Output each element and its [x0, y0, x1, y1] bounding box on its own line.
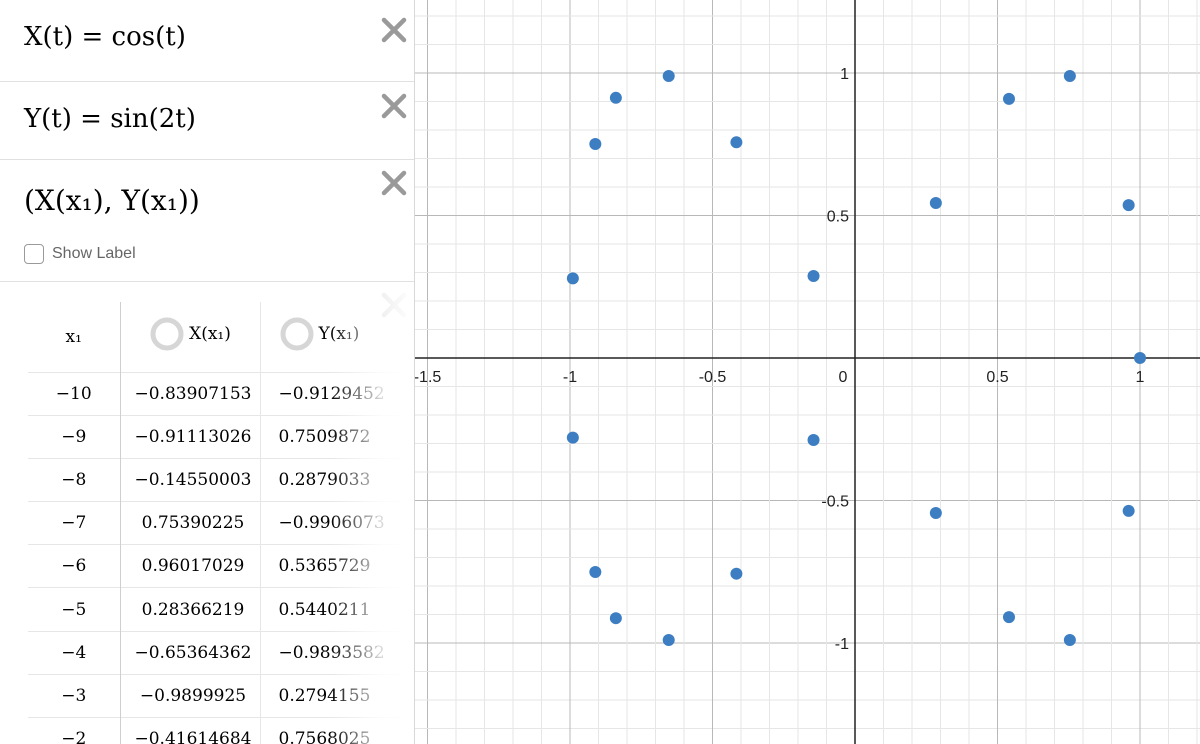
column-header-X-label: X(x₁): [189, 324, 231, 345]
cell-Y: 0.5440211: [260, 587, 400, 632]
table-row: −3 −0.9899925 0.2794155: [28, 673, 400, 718]
delete-expression-x-button[interactable]: [381, 17, 407, 43]
expression-list: X(t) = cos(t) Y(t) = sin(2t) (X(x₁), Y(x…: [0, 0, 415, 744]
close-icon: [381, 170, 407, 196]
close-icon: [381, 17, 407, 43]
plot-point: [662, 70, 675, 83]
plot-point: [566, 272, 579, 285]
table-row: −4 −0.65364362 −0.9893582: [28, 630, 400, 675]
column-header-Y-label: Y(x₁): [318, 324, 360, 345]
show-label-checkbox[interactable]: [24, 244, 44, 264]
cell-x1[interactable]: −3: [28, 673, 120, 718]
table-row: −7 0.75390225 −0.9906073: [28, 501, 400, 545]
plot-point: [1134, 352, 1146, 364]
plot-point: [807, 269, 820, 282]
x-tick-label: 1: [1136, 369, 1145, 386]
expression-x[interactable]: X(t) = cos(t): [0, 0, 414, 82]
cell-X: 0.96017029: [119, 544, 261, 588]
cell-X: 0.28366219: [119, 587, 261, 632]
table-expression[interactable]: x₁ X(x₁) Y(x₁) −10 −0.839: [0, 282, 414, 744]
expression-y-math[interactable]: Y(t) = sin(2t): [24, 104, 196, 134]
table-row: −6 0.96017029 0.5365729: [28, 544, 400, 588]
expression-point[interactable]: (X(x₁), Y(x₁)): [0, 160, 414, 282]
expression-point-math[interactable]: (X(x₁), Y(x₁)): [24, 184, 200, 217]
delete-expression-point-button[interactable]: [381, 170, 407, 196]
plot-point: [929, 507, 942, 520]
column-header-Y[interactable]: Y(x₁): [260, 302, 400, 372]
cell-X: −0.41614684: [119, 716, 261, 744]
expression-y[interactable]: Y(t) = sin(2t): [0, 82, 414, 160]
cell-X: −0.9899925: [119, 673, 261, 718]
cell-X: −0.91113026: [119, 414, 261, 459]
column-header-x1[interactable]: x₁: [28, 302, 120, 372]
cell-x1[interactable]: −8: [28, 457, 120, 502]
cell-Y: 0.7509872: [260, 414, 400, 459]
cell-X: −0.65364362: [119, 630, 261, 675]
plot-point: [1063, 70, 1076, 83]
plot-point: [589, 566, 602, 579]
cell-Y: −0.9906073: [260, 501, 400, 545]
cell-x1[interactable]: −9: [28, 414, 120, 459]
plot-point: [662, 633, 675, 646]
table-row: −5 0.28366219 0.5440211: [28, 587, 400, 632]
cell-x1[interactable]: −4: [28, 630, 120, 675]
y-tick-label: 1: [840, 66, 849, 83]
table-row: −8 −0.14550003 0.2879033: [28, 457, 400, 502]
y-tick-label: -0.5: [821, 494, 849, 511]
x-tick-label: 0.5: [986, 369, 1008, 386]
x-tick-label: -0.5: [699, 369, 727, 386]
show-label-text: Show Label: [52, 245, 136, 262]
table-row: −9 −0.91113026 0.7509872: [28, 414, 400, 459]
cell-Y: 0.5365729: [260, 544, 400, 588]
plot-point: [807, 434, 820, 447]
plot-point: [609, 91, 622, 104]
cell-x1[interactable]: −5: [28, 587, 120, 632]
column-header-x1-label: x₁: [65, 326, 82, 347]
x-tick-label: -1.5: [415, 369, 441, 386]
table-row: −2 −0.41614684 0.7568025: [28, 716, 400, 744]
cell-x1[interactable]: −2: [28, 716, 120, 744]
cell-Y: 0.2794155: [260, 673, 400, 718]
cell-x1[interactable]: −7: [28, 501, 120, 545]
cell-Y: 0.7568025: [260, 716, 400, 744]
table-row: −10 −0.83907153 −0.9129452: [28, 371, 400, 416]
graph-paper[interactable]: -1.5 -1 -0.5 0 0.5 1 1 0.5 -0.5 -1: [415, 0, 1200, 744]
values-table: x₁ X(x₁) Y(x₁) −10 −0.839: [28, 302, 400, 744]
cell-X: −0.14550003: [119, 457, 261, 502]
column-header-X[interactable]: X(x₁): [119, 302, 261, 372]
cell-x1[interactable]: −10: [28, 371, 120, 416]
x-tick-label: 0: [839, 369, 848, 386]
cell-Y: −0.9129452: [260, 371, 400, 416]
plot-point: [1002, 92, 1015, 105]
plot-point: [1122, 199, 1135, 212]
series-toggle-circle-icon[interactable]: [149, 316, 185, 352]
plot-point: [1002, 611, 1015, 624]
cell-x1[interactable]: −6: [28, 544, 120, 588]
show-label-toggle[interactable]: Show Label: [24, 244, 136, 264]
cell-X: −0.83907153: [119, 371, 261, 416]
cell-Y: 0.2879033: [260, 457, 400, 502]
series-toggle-circle-icon[interactable]: [279, 316, 315, 352]
plot-point: [566, 431, 579, 444]
x-tick-label: -1: [563, 369, 577, 386]
plot-point: [609, 612, 622, 625]
y-tick-label: -1: [835, 636, 849, 653]
plot-point: [929, 196, 942, 209]
cell-Y: −0.9893582: [260, 630, 400, 675]
y-tick-label: 0.5: [827, 209, 849, 226]
expression-x-math[interactable]: X(t) = cos(t): [24, 22, 186, 52]
cell-X: 0.75390225: [119, 501, 261, 545]
delete-expression-y-button[interactable]: [381, 93, 407, 119]
plot-point: [730, 136, 743, 149]
graph-canvas[interactable]: -1.5 -1 -0.5 0 0.5 1 1 0.5 -0.5 -1: [415, 0, 1200, 744]
plot-point: [1063, 633, 1076, 646]
plot-point: [1122, 504, 1135, 517]
plot-point: [730, 567, 743, 580]
plot-point: [589, 137, 602, 150]
close-icon: [381, 93, 407, 119]
